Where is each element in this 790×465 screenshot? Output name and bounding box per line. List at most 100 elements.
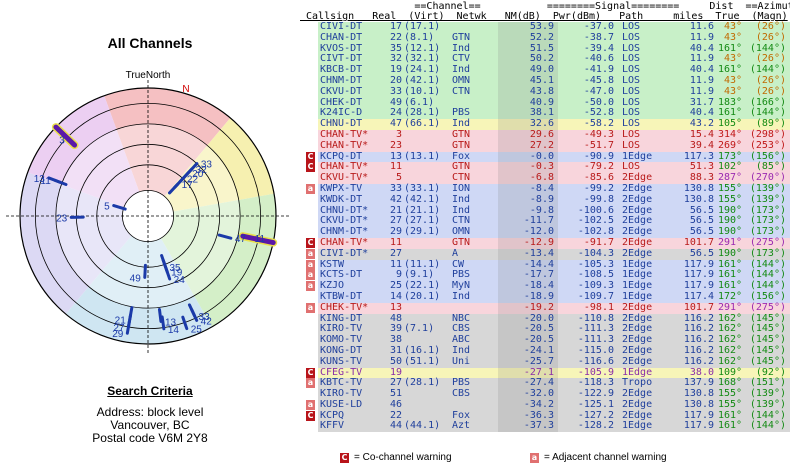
- cell-nm: 27.2: [529, 139, 554, 151]
- cell-callsign[interactable]: CIVI-DT: [320, 21, 363, 32]
- adjacent-channel-warning-icon[interactable]: a: [306, 248, 315, 259]
- cell-callsign[interactable]: CHAN-TV*: [320, 236, 369, 248]
- adjacent-channel-warning-icon[interactable]: a: [306, 302, 315, 313]
- cell-callsign[interactable]: KBCB-DT: [320, 64, 363, 76]
- cell-nm: 49.0: [529, 64, 554, 76]
- cell-nm: 53.9: [529, 21, 554, 32]
- co-channel-warning-icon[interactable]: C: [306, 410, 315, 421]
- cell-path: 2Edge: [622, 398, 653, 410]
- cell-virt: (10.1): [404, 85, 441, 97]
- cell-magn: (151°): [749, 377, 786, 389]
- cell-path: 2Edge: [622, 409, 653, 421]
- cell-true-az: 162°: [718, 355, 743, 367]
- cell-callsign[interactable]: CHEK-DT: [320, 96, 363, 108]
- cell-callsign[interactable]: CHNU-DT*: [320, 204, 369, 216]
- legend-adj-text: = Adjacent channel warning: [544, 452, 667, 463]
- row-background: [318, 173, 790, 184]
- cell-callsign[interactable]: KBTC-TV: [320, 377, 363, 389]
- cell-callsign[interactable]: KSTW: [320, 258, 345, 270]
- nm-column-shade: [498, 119, 558, 130]
- cell-true-az: 162°: [718, 344, 743, 356]
- table-row: CHAN-TV* 23 GTN 27.2 -51.7 LOS 39.4 269° (253°): [300, 139, 790, 152]
- cell-dist: 11.9: [689, 53, 714, 65]
- cell-real: 27: [389, 377, 402, 389]
- co-channel-warning-icon[interactable]: C: [306, 237, 315, 248]
- adjacent-channel-warning-icon[interactable]: a: [306, 378, 315, 389]
- cell-callsign[interactable]: KIRO-TV: [320, 388, 363, 400]
- table-row: a KSTW 11 (11.1) CW -14.4 -105.3 1Edge 117.9 161°…: [300, 258, 790, 271]
- cell-callsign[interactable]: CIVI-DT*: [320, 247, 369, 259]
- station-point-label: 14: [168, 325, 180, 336]
- cell-callsign[interactable]: KZJO: [320, 280, 345, 292]
- cell-real: 23: [389, 139, 402, 151]
- cell-pwr: -49.3: [583, 128, 614, 140]
- cell-callsign[interactable]: CHAN-DT: [320, 31, 363, 43]
- cell-callsign[interactable]: KCTS-DT: [320, 269, 363, 281]
- table-row: KBCB-DT 19 (24.1) Ind 49.0 -41.9 LOS 40.4 161° (1…: [300, 64, 790, 76]
- cell-callsign[interactable]: CHAN-TV*: [320, 161, 369, 173]
- nm-column-shade: [498, 97, 558, 109]
- cell-callsign[interactable]: CHEK-TV*: [320, 301, 369, 313]
- adjacent-channel-warning-icon[interactable]: a: [306, 270, 315, 281]
- cell-callsign[interactable]: CHNM-DT: [320, 74, 363, 86]
- cell-callsign[interactable]: KCPQ-DT: [320, 150, 363, 162]
- cell-path: 1Edge: [622, 258, 653, 270]
- adjacent-channel-warning-icon[interactable]: a: [306, 183, 315, 194]
- cell-callsign[interactable]: K24IC-D: [320, 107, 363, 119]
- cell-callsign[interactable]: KCPQ: [320, 409, 345, 421]
- cell-callsign[interactable]: KWDK-DT: [320, 193, 363, 205]
- cell-callsign[interactable]: CHNM-DT*: [320, 226, 369, 238]
- table-row: a KCTS-DT 9 (9.1) PBS -17.7 -108.5 1Edge 117.9 16…: [300, 269, 790, 282]
- cell-magn: (144°): [749, 420, 786, 432]
- cell-real: 35: [389, 42, 402, 54]
- cell-callsign[interactable]: CIVT-DT: [320, 53, 363, 65]
- cell-nm: -24.1: [523, 344, 554, 356]
- cell-path: 2Edge: [622, 172, 653, 184]
- cell-dist: 38.0: [689, 366, 714, 378]
- cell-callsign[interactable]: KFFV: [320, 420, 345, 432]
- cell-callsign[interactable]: KTBW-DT: [320, 290, 363, 302]
- cell-callsign[interactable]: CKVU-DT*: [320, 215, 369, 227]
- adjacent-channel-warning-icon[interactable]: a: [306, 399, 315, 410]
- row-background: [318, 345, 790, 357]
- nm-column-shade: [498, 162, 558, 174]
- adjacent-channel-warning-icon[interactable]: a: [306, 259, 315, 270]
- cell-callsign[interactable]: KUNS-TV: [320, 355, 363, 367]
- cell-magn: (270°): [749, 172, 786, 184]
- adjacent-channel-warning-icon[interactable]: a: [306, 281, 315, 292]
- cell-callsign[interactable]: KWPX-TV: [320, 182, 363, 194]
- nm-column-shade: [498, 183, 558, 195]
- cell-dist: 11.9: [689, 31, 714, 43]
- row-background: [318, 237, 790, 249]
- co-channel-warning-icon[interactable]: C: [306, 151, 315, 162]
- signal-spoke: [47, 176, 62, 184]
- co-channel-warning-icon[interactable]: C: [306, 162, 315, 173]
- cell-pwr: -41.9: [583, 64, 614, 76]
- cell-nm: -20.0: [523, 312, 554, 324]
- cell-pwr: -115.0: [577, 344, 614, 356]
- cell-callsign[interactable]: CKVU-TV*: [320, 172, 369, 184]
- cell-callsign[interactable]: CHAN-TV*: [320, 128, 369, 140]
- cell-callsign[interactable]: CHNU-DT: [320, 118, 363, 130]
- cell-callsign[interactable]: CKVU-DT: [320, 85, 363, 97]
- cell-callsign[interactable]: CHAN-TV*: [320, 139, 369, 151]
- station-point-label: 11: [255, 234, 266, 245]
- row-background: [318, 389, 790, 400]
- table-row: a KWPX-TV 33 (33.1) ION -8.4 -99.2 2Edge 130.8 15…: [300, 182, 790, 195]
- cell-nm: -8.9: [529, 193, 554, 205]
- cell-callsign[interactable]: KING-DT: [320, 312, 363, 324]
- cell-callsign[interactable]: KONG-DT: [320, 344, 363, 356]
- nm-column-shade: [498, 291, 558, 303]
- co-channel-warning-icon[interactable]: C: [306, 367, 315, 378]
- cell-path: LOS: [622, 118, 641, 130]
- cell-net: Fox: [452, 409, 471, 421]
- cell-callsign[interactable]: KOMO-TV: [320, 334, 363, 346]
- table-row: a CHEK-TV* 13 -19.2 -98.1 2Edge 101.7 291° (275°…: [300, 301, 790, 314]
- cell-callsign[interactable]: KUSE-LD: [320, 398, 363, 410]
- cell-callsign[interactable]: KVOS-DT: [320, 42, 363, 54]
- table-row: KING-DT 48 NBC -20.0 -110.8 2Edge 116.2 162° (14…: [300, 312, 790, 325]
- cell-callsign[interactable]: KIRO-TV: [320, 323, 363, 335]
- cell-callsign[interactable]: CFEG-TV: [320, 366, 363, 378]
- cell-magn: (173°): [749, 226, 786, 238]
- cell-net: Ind: [452, 64, 471, 76]
